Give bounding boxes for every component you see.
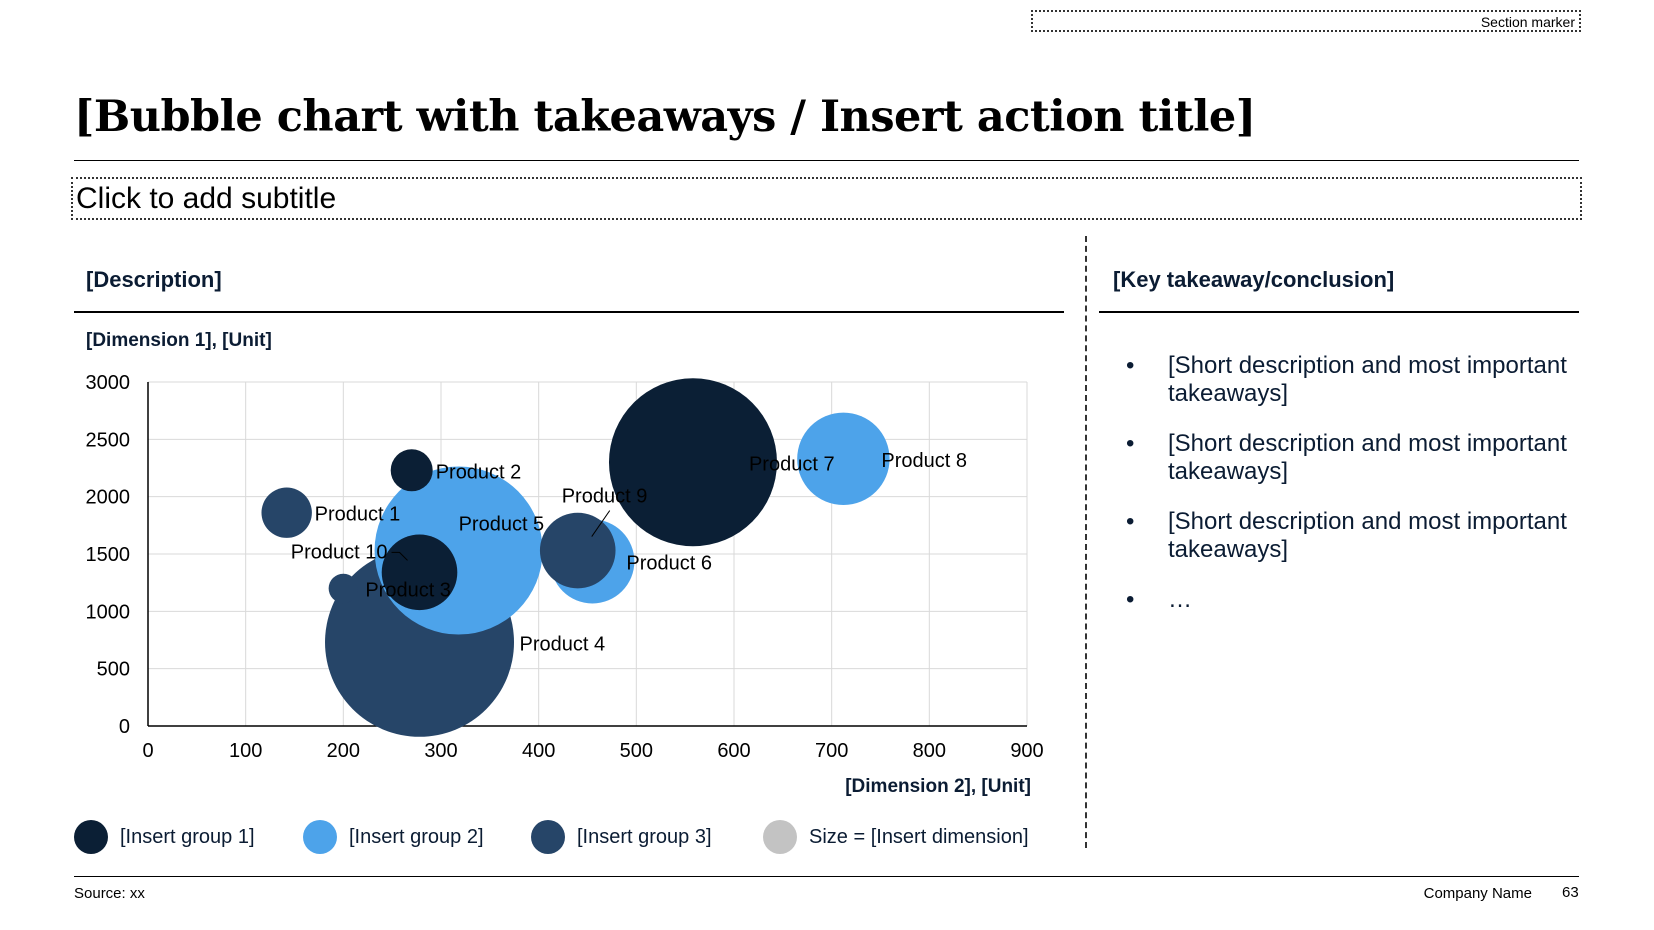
x-tick-label: 600	[717, 740, 750, 762]
x-tick-label: 300	[424, 740, 457, 762]
legend-label: [Insert group 1]	[120, 825, 255, 848]
bubble-label: Product 2	[436, 461, 522, 483]
leader-line	[591, 510, 611, 537]
bubble-label: Product 10	[291, 541, 388, 563]
x-tick-label: 400	[522, 740, 555, 762]
y-tick-label: 1000	[86, 601, 131, 623]
y-tick-label: 1500	[86, 544, 131, 566]
leader-line	[391, 551, 408, 561]
title-divider	[74, 160, 1579, 161]
bubble-label: Product 9	[562, 486, 648, 508]
section-marker: Section marker	[1031, 10, 1581, 32]
y-tick-label: 0	[119, 716, 130, 738]
x-axis-label: [Dimension 2], [Unit]	[845, 776, 1031, 797]
y-tick-label: 2500	[86, 429, 131, 451]
bullet-dot: •	[1126, 430, 1135, 457]
y-axis-label: [Dimension 1], [Unit]	[86, 330, 272, 351]
bubble-label: Product 6	[626, 552, 712, 574]
takeaway-bullet: • [Short description and most important t…	[1126, 352, 1576, 408]
company-name: Company Name	[1423, 885, 1532, 902]
bubble-label: Product 4	[520, 633, 606, 655]
takeaway-bullet: • [Short description and most important t…	[1126, 508, 1576, 564]
bubble	[797, 412, 890, 506]
legend-item-group-3: [Insert group 3]	[531, 820, 712, 854]
chart-tick-labels: 0 100 200 300 400 500 600 700 800 900 0 500 1000 1500…	[86, 372, 1044, 762]
takeaway-bullet: •…	[1126, 586, 1576, 614]
legend-swatch-group-3	[531, 820, 565, 854]
legend-label: [Insert group 2]	[349, 825, 484, 848]
legend-swatch-group-2	[303, 820, 337, 854]
x-tick-label: 900	[1010, 740, 1043, 762]
bubble	[261, 487, 312, 538]
page-number: 63	[1562, 884, 1579, 901]
bubble-label: Product 7	[749, 453, 835, 475]
x-tick-label: 500	[620, 740, 653, 762]
bullet-text: …	[1168, 586, 1192, 613]
x-tick-label: 700	[815, 740, 848, 762]
chart-axes	[147, 382, 1027, 727]
takeaway-heading: [Key takeaway/conclusion]	[1113, 267, 1395, 292]
x-tick-label: 0	[142, 740, 153, 762]
bubble-label: Product 8	[881, 450, 967, 472]
bullet-text: [Short description and most important ta…	[1168, 352, 1567, 407]
x-tick-label: 200	[327, 740, 360, 762]
bullet-text: [Short description and most important ta…	[1168, 430, 1567, 485]
bubble-chart: [Dimension 1], [Unit] [Dimension 2], [Un…	[86, 330, 1044, 797]
y-tick-label: 3000	[86, 372, 131, 394]
footer-divider	[74, 876, 1579, 877]
y-tick-label: 500	[97, 659, 130, 681]
legend-item-group-1: [Insert group 1]	[74, 820, 255, 854]
bullet-dot: •	[1126, 586, 1135, 613]
page-title: [Bubble chart with takeaways / Insert ac…	[74, 92, 1256, 142]
legend-item-size: Size = [Insert dimension]	[763, 820, 1029, 854]
description-heading: [Description]	[86, 267, 222, 292]
x-tick-label: 100	[229, 740, 262, 762]
bubble-label: Product 5	[459, 514, 545, 536]
subtitle-placeholder[interactable]: Click to add subtitle	[71, 177, 1582, 220]
legend-swatch-size	[763, 820, 797, 854]
chart-bubbles	[261, 378, 890, 737]
legend-label: [Insert group 3]	[577, 825, 712, 848]
bullet-dot: •	[1126, 352, 1135, 379]
legend-item-group-2: [Insert group 2]	[303, 820, 484, 854]
panel-divider	[1085, 236, 1087, 848]
source-note: Source: xx	[74, 885, 145, 902]
bubble-label: Product 1	[315, 504, 401, 526]
chart-data-labels: Product 1 Product 2 Product 3 Product 4 Prod…	[291, 450, 967, 655]
bullet-dot: •	[1126, 508, 1135, 535]
takeaway-bullet: • [Short description and most important t…	[1126, 430, 1576, 486]
x-tick-label: 800	[913, 740, 946, 762]
legend-swatch-group-1	[74, 820, 108, 854]
bubble	[328, 573, 359, 604]
bullet-text: [Short description and most important ta…	[1168, 508, 1567, 563]
bubble-label: Product 3	[365, 579, 451, 601]
description-divider	[74, 311, 1064, 313]
takeaway-divider	[1099, 311, 1579, 313]
y-tick-label: 2000	[86, 487, 131, 509]
bubble	[608, 378, 777, 547]
bubble	[539, 512, 616, 589]
bubble	[390, 449, 433, 492]
takeaway-list: • [Short description and most important t…	[1126, 352, 1576, 636]
legend-label: Size = [Insert dimension]	[809, 825, 1029, 848]
